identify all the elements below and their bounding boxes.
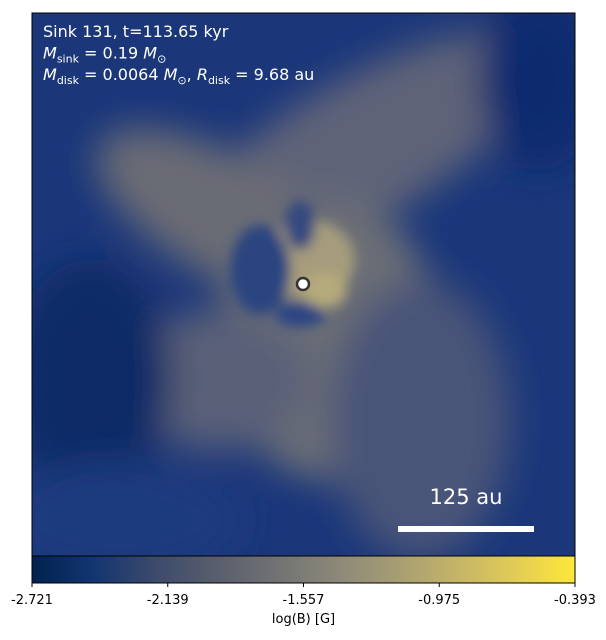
- annotation-text: M: [43, 44, 57, 63]
- sink-marker: [295, 276, 311, 292]
- subscript: ⊙: [157, 53, 166, 66]
- annotation-text: R: [197, 65, 208, 84]
- subscript: sink: [57, 53, 80, 66]
- field-image: [32, 13, 575, 556]
- annotation-text: M: [43, 65, 57, 84]
- colorbar: [31, 555, 576, 584]
- annotation-line: Sink 131, t=113.65 kyr: [43, 22, 229, 41]
- colorbar-label: log(B) [G]: [272, 612, 335, 627]
- annotation-line: Msink = 0.19 M⊙: [43, 44, 166, 66]
- subscript: disk: [57, 74, 80, 87]
- tick-label: -0.975: [418, 593, 460, 608]
- tick-label: -2.721: [11, 593, 53, 608]
- annotation-text: ,: [187, 65, 197, 84]
- annotation-text: Sink 131, t=113.65 kyr: [43, 22, 229, 41]
- tick-label: -0.393: [554, 593, 596, 608]
- annotation-text: = 9.68 au: [230, 65, 314, 84]
- scale-bar-label: 125 au: [430, 485, 503, 509]
- scale-bar: [398, 526, 534, 532]
- tick-label: -2.139: [147, 593, 189, 608]
- tick-label: -1.557: [283, 593, 325, 608]
- annotation-text: M: [143, 44, 157, 63]
- annotation-text: = 0.0064: [79, 65, 164, 84]
- annotation-text: M: [164, 65, 178, 84]
- annotation-text: = 0.19: [79, 44, 143, 63]
- colorbar-ticks: -2.721 -2.139 -1.557 -0.975 -0.393: [11, 583, 596, 608]
- subscript: disk: [208, 74, 231, 87]
- subscript: ⊙: [177, 74, 186, 87]
- annotation-line: Mdisk = 0.0064 M⊙, Rdisk = 9.68 au: [43, 65, 314, 87]
